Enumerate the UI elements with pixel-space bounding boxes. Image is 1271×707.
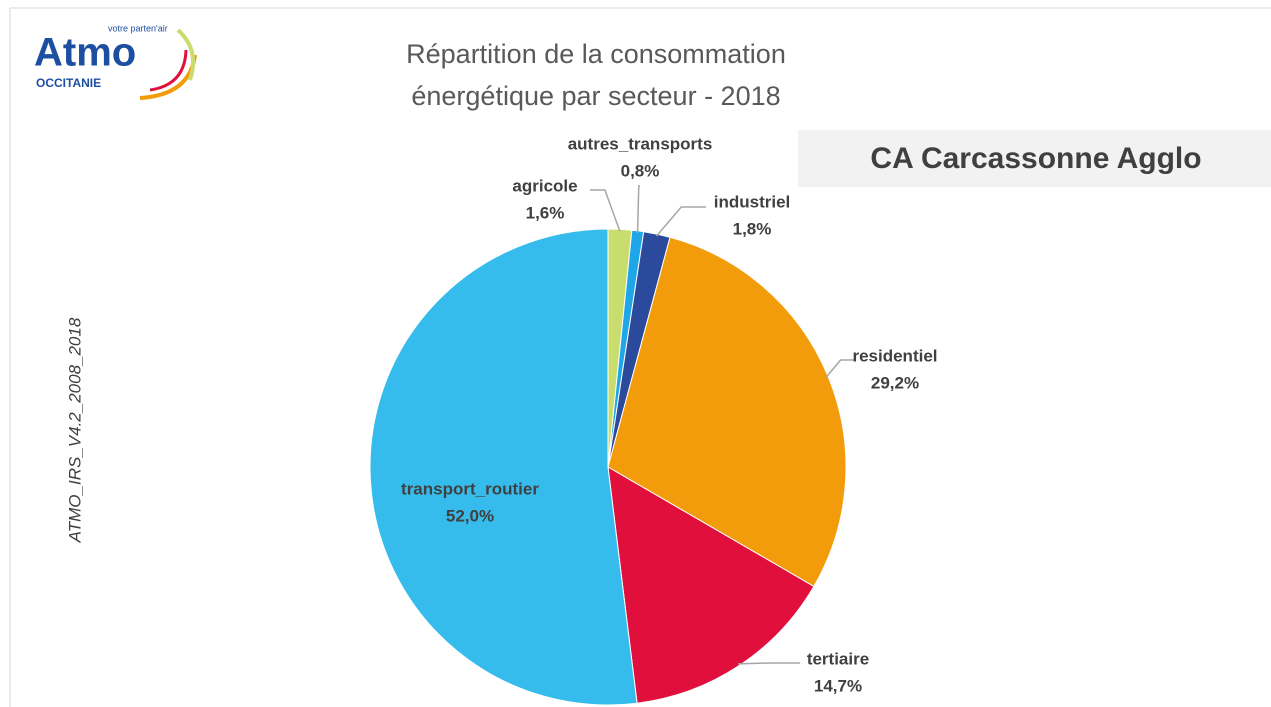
- slice-value-label: 52,0%: [446, 506, 494, 525]
- slice-value-label: 1,8%: [733, 219, 772, 238]
- pie-slice: [607, 236, 847, 588]
- side-note: ATMO_IRS_V4.2_2008_2018: [65, 317, 84, 543]
- slice-value-label: 14,7%: [814, 676, 862, 695]
- slice-label: industriel: [714, 192, 791, 211]
- slice-value-label: 1,6%: [526, 203, 565, 222]
- leader-line: [590, 189, 621, 232]
- leader-line: [738, 662, 800, 665]
- slice-label: agricole: [512, 176, 577, 195]
- logo-name: Atmo: [34, 31, 136, 75]
- leader-line: [655, 206, 706, 237]
- pie-slice: [369, 228, 638, 706]
- logo-tagline: votre parten'air: [108, 23, 168, 33]
- logo-region: OCCITANIE: [36, 76, 101, 90]
- slice-value-label: 29,2%: [871, 373, 919, 392]
- territory-box: [798, 130, 1271, 187]
- slice-label: autres_transports: [568, 134, 713, 153]
- slice-label: tertiaire: [807, 649, 869, 668]
- leader-line: [636, 185, 640, 233]
- slice-value-label: 0,8%: [621, 161, 660, 180]
- pie-slice: [607, 466, 815, 704]
- chart-title: énergétique par secteur - 2018: [411, 81, 780, 111]
- slice-label: transport_routier: [401, 479, 539, 498]
- chart-title: Répartition de la consommation: [406, 39, 786, 69]
- territory: CA Carcassonne Agglo: [870, 142, 1201, 175]
- leader-line: [825, 359, 855, 378]
- logo: Atmo votre parten'air OCCITANIE: [34, 23, 197, 100]
- slice-label: residentiel: [852, 346, 937, 365]
